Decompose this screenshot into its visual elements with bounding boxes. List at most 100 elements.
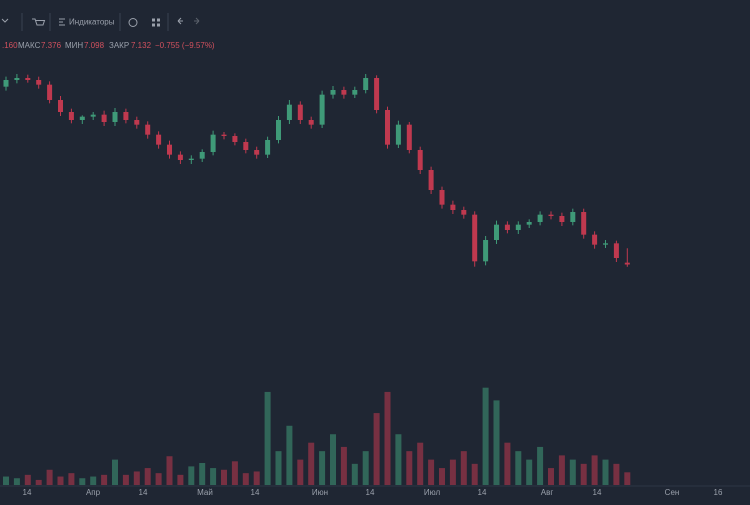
candle-body [603, 243, 608, 245]
volume-bar [537, 446, 544, 485]
candle-body [210, 134, 216, 152]
high-label: МАКС [18, 41, 41, 50]
volume-bar [526, 459, 533, 485]
volume-bar [177, 474, 184, 485]
volume-bar [155, 473, 162, 485]
candle-body [188, 158, 194, 160]
indicators-button[interactable]: Индикаторы [69, 18, 115, 27]
layout-icon [157, 23, 160, 27]
volume-bar [79, 478, 86, 485]
low-value: 7.098 [84, 41, 105, 50]
close-value: 7.132 [131, 41, 152, 50]
candle-body [330, 90, 336, 95]
add-icon[interactable] [128, 18, 138, 27]
volume-bar [602, 459, 609, 485]
volume-bar [504, 442, 511, 485]
candle-body [613, 243, 619, 258]
candle-body [570, 212, 576, 222]
candle-body [145, 124, 151, 135]
volume-bar [406, 451, 413, 485]
volume-bar [231, 461, 238, 485]
volume-bar [242, 473, 249, 485]
volume-bar [35, 479, 42, 485]
volume-bar [90, 476, 97, 485]
candle-body [221, 134, 227, 136]
volume-bar [591, 455, 598, 485]
volume-bar [24, 474, 31, 485]
candle-body [374, 78, 380, 110]
dropdown-icon[interactable] [1, 18, 9, 23]
x-tick-label: 16 [714, 488, 723, 497]
candle-body [494, 224, 499, 240]
candle-body [112, 112, 118, 122]
candle-body [68, 112, 74, 120]
candle-body [592, 234, 598, 245]
high-value: 7.376 [41, 41, 62, 50]
volume-bar [515, 451, 522, 485]
candle-body [276, 120, 281, 140]
candle-body [559, 216, 565, 222]
volume-bar [417, 442, 424, 485]
candle-body [548, 214, 554, 216]
candle-body [25, 78, 31, 80]
volume-bar [166, 456, 173, 485]
candle-body [472, 214, 478, 262]
candle-body [417, 150, 423, 170]
volume-bar [144, 468, 151, 485]
volume-bar [471, 463, 478, 485]
candle-body [243, 142, 249, 150]
x-tick-label: 14 [593, 488, 602, 497]
layout-icon[interactable] [152, 18, 155, 22]
toolbar: Индикаторы [0, 0, 750, 36]
volume-bar [340, 446, 347, 485]
candle-body [297, 104, 303, 120]
candle-body [199, 152, 205, 159]
candle-body [450, 204, 456, 210]
cart-icon[interactable] [32, 18, 46, 26]
candle-body [134, 120, 140, 125]
candle-body [504, 224, 510, 230]
candle-body [232, 136, 238, 142]
candle-body [395, 124, 401, 145]
volume-bar [569, 459, 576, 485]
x-tick-label: Апр [86, 488, 101, 497]
undo-icon[interactable] [177, 17, 183, 25]
volume-bar [13, 478, 20, 485]
x-tick-label: Май [197, 488, 213, 497]
candle-body [14, 78, 20, 80]
x-tick-label: 14 [478, 488, 487, 497]
volume-bar [558, 455, 565, 485]
toolbar-bg [0, 0, 750, 36]
volume-bar [68, 473, 75, 485]
candle-body [406, 124, 412, 150]
x-tick-label: Авг [541, 488, 554, 497]
candle-body [581, 212, 587, 235]
candle-body [101, 114, 107, 122]
x-tick-label: 14 [251, 488, 260, 497]
volume-bar [253, 471, 260, 485]
volume-bar [319, 451, 326, 485]
volume-bar [395, 434, 402, 485]
volume-bar [188, 466, 195, 485]
candle-body [79, 116, 85, 120]
redo-icon[interactable] [194, 17, 200, 25]
volume-bar [460, 451, 467, 485]
volume-bar [122, 474, 129, 485]
candle-body [90, 114, 96, 117]
volume-bar [384, 391, 391, 485]
candle-body [483, 240, 489, 262]
candle-body [341, 90, 347, 95]
candle-body [428, 170, 434, 190]
candle-body [537, 214, 543, 222]
volume-bar [482, 387, 489, 485]
indicators-icon[interactable] [59, 18, 65, 26]
volume-bar [133, 471, 140, 485]
volume-bar [580, 463, 587, 485]
ohlc-legend: .160 МАКС 7.376 МИН 7.098 ЗАКР 7.132 −0.… [2, 41, 215, 50]
candle-body [526, 222, 532, 225]
volume-bar [308, 442, 315, 485]
layout-icon [152, 23, 155, 27]
volume-bar [428, 459, 435, 485]
volume-bar [439, 468, 445, 485]
